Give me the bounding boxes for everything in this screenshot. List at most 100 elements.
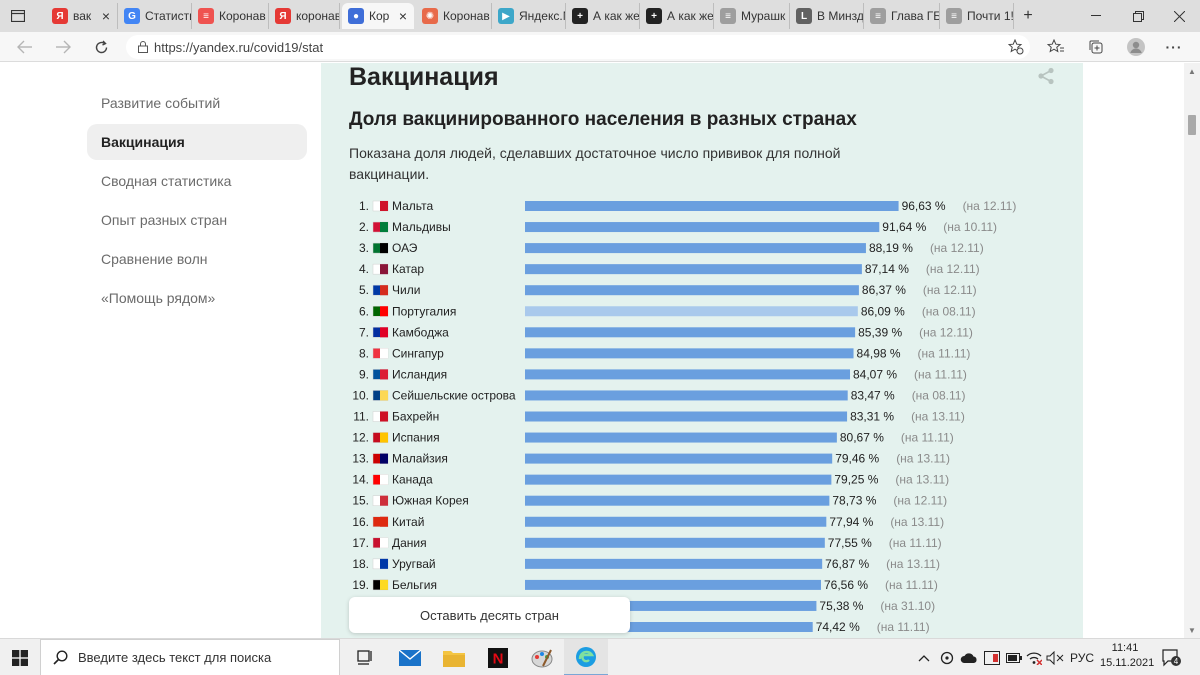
- netflix-app-icon[interactable]: N: [476, 639, 520, 675]
- data-bar[interactable]: [525, 516, 827, 527]
- file-explorer-icon[interactable]: [432, 639, 476, 675]
- value-label: 91,64 %: [882, 220, 926, 234]
- minimize-icon[interactable]: [1080, 4, 1112, 28]
- browser-tab[interactable]: + А как же: [640, 3, 714, 29]
- rank-label: 14.: [352, 473, 369, 487]
- data-bar[interactable]: [525, 264, 862, 275]
- sidebar-item[interactable]: Сводная статистика: [101, 173, 232, 189]
- notifications-icon[interactable]: 4: [1162, 639, 1182, 675]
- data-bar[interactable]: [525, 327, 856, 338]
- add-favorite-icon[interactable]: [1004, 36, 1028, 58]
- browser-tab[interactable]: ≡ Глава ГБ: [864, 3, 940, 29]
- data-bar[interactable]: [525, 432, 837, 443]
- tab-title: коронав: [296, 9, 339, 23]
- taskbar-search-placeholder[interactable]: Введите здесь текст для поиска: [78, 650, 272, 665]
- data-bar[interactable]: [525, 243, 866, 254]
- sidebar-item[interactable]: Развитие событий: [101, 95, 221, 111]
- data-bar[interactable]: [525, 474, 832, 485]
- value-label: 84,07 %: [853, 367, 897, 381]
- data-bar[interactable]: [525, 306, 858, 317]
- country-label: Катар: [392, 262, 424, 276]
- address-bar[interactable]: https://yandex.ru/covid19/stat: [126, 35, 1030, 59]
- browser-tab[interactable]: ✺ Коронав: [416, 3, 492, 29]
- browser-tab[interactable]: ≡ Мурашк: [714, 3, 790, 29]
- data-bar[interactable]: [525, 222, 880, 233]
- close-tab-icon[interactable]: ×: [398, 8, 408, 24]
- value-label: 87,14 %: [865, 262, 909, 276]
- data-bar[interactable]: [525, 600, 817, 611]
- onedrive-icon[interactable]: [960, 639, 978, 675]
- chart-title: Доля вакцинированного населения в разных…: [349, 109, 857, 130]
- data-bar[interactable]: [525, 537, 825, 548]
- url-text[interactable]: https://yandex.ru/covid19/stat: [154, 39, 324, 55]
- share-icon[interactable]: [1037, 67, 1057, 85]
- close-window-icon[interactable]: [1163, 4, 1195, 28]
- browser-tab[interactable]: ▶ Яндекс.М: [492, 3, 566, 29]
- rank-label: 8.: [359, 346, 369, 360]
- data-bar[interactable]: [525, 411, 848, 422]
- sidebar-item[interactable]: Опыт разных стран: [101, 212, 228, 228]
- mail-app-icon[interactable]: [388, 639, 432, 675]
- flag-band: [380, 537, 388, 548]
- security-tray-icon[interactable]: [984, 639, 1000, 675]
- yandex-covid-icon: ●: [348, 8, 364, 24]
- task-view-icon[interactable]: [344, 639, 388, 675]
- date-label: (на 12.11): [919, 325, 973, 339]
- value-label: 85,39 %: [858, 325, 902, 339]
- settings-more-icon[interactable]: ···: [1165, 39, 1183, 55]
- sidebar-item[interactable]: «Помощь рядом»: [101, 290, 216, 306]
- data-bar[interactable]: [525, 348, 854, 359]
- data-bar[interactable]: [525, 558, 823, 569]
- browser-tab[interactable]: G Статисти: [118, 3, 192, 29]
- new-tab-button[interactable]: +: [1023, 7, 1033, 24]
- scroll-down-icon[interactable]: ▼: [1188, 625, 1196, 635]
- rank-label: 2.: [359, 220, 369, 234]
- volume-muted-icon[interactable]: [1046, 639, 1064, 675]
- data-bar[interactable]: [525, 390, 848, 401]
- clock-time: 11:41: [1111, 642, 1139, 654]
- browser-tab-active[interactable]: ● Кор ×: [342, 3, 414, 29]
- show-hidden-icons-icon[interactable]: [918, 639, 930, 675]
- close-tab-icon[interactable]: ×: [101, 8, 111, 24]
- forward-icon[interactable]: [50, 35, 76, 59]
- data-bar[interactable]: [525, 495, 830, 506]
- flag-band: [380, 222, 388, 233]
- refresh-icon[interactable]: [88, 35, 114, 59]
- profile-avatar-icon[interactable]: [1124, 36, 1148, 58]
- taskbar-clock[interactable]: 11:41 15.11.2021: [1100, 641, 1154, 671]
- back-icon[interactable]: [12, 35, 38, 59]
- data-bar[interactable]: [525, 453, 833, 464]
- copilot-tray-icon[interactable]: [940, 639, 954, 675]
- favorites-icon[interactable]: [1044, 36, 1068, 58]
- data-bar[interactable]: [525, 369, 851, 380]
- sidebar-item[interactable]: Вакцинация: [87, 124, 307, 160]
- battery-icon[interactable]: [1006, 639, 1022, 675]
- browser-tab[interactable]: ≡ Коронав: [192, 3, 269, 29]
- paint-app-icon[interactable]: [520, 639, 564, 675]
- sidebar-item[interactable]: Сравнение волн: [101, 251, 208, 267]
- lock-icon[interactable]: [138, 41, 148, 53]
- edge-browser-icon[interactable]: [564, 639, 608, 675]
- tab-actions-menu-icon[interactable]: [6, 5, 30, 27]
- input-language[interactable]: РУС: [1070, 650, 1095, 665]
- browser-tab[interactable]: ≡ Почти 1!: [940, 3, 1014, 29]
- restore-icon[interactable]: [1122, 4, 1154, 28]
- show-ten-countries-button[interactable]: Оставить десять стран: [349, 597, 630, 633]
- browser-tab[interactable]: + А как же: [566, 3, 640, 29]
- start-button[interactable]: [0, 639, 40, 675]
- scrollbar-thumb[interactable]: [1188, 115, 1196, 135]
- data-bar[interactable]: [525, 579, 821, 590]
- flag-band: [380, 285, 388, 296]
- data-bar[interactable]: [525, 201, 899, 211]
- data-bar[interactable]: [525, 285, 859, 296]
- data-bar[interactable]: [525, 622, 813, 632]
- network-icon[interactable]: [1026, 639, 1042, 675]
- page-scrollbar[interactable]: ▲ ▼: [1184, 63, 1200, 638]
- collections-icon[interactable]: [1084, 36, 1108, 58]
- taskbar-search-box[interactable]: Введите здесь текст для поиска: [40, 639, 340, 675]
- flag-band: [380, 516, 388, 527]
- scroll-up-icon[interactable]: ▲: [1188, 66, 1196, 76]
- browser-tab[interactable]: L В Минзд: [790, 3, 864, 29]
